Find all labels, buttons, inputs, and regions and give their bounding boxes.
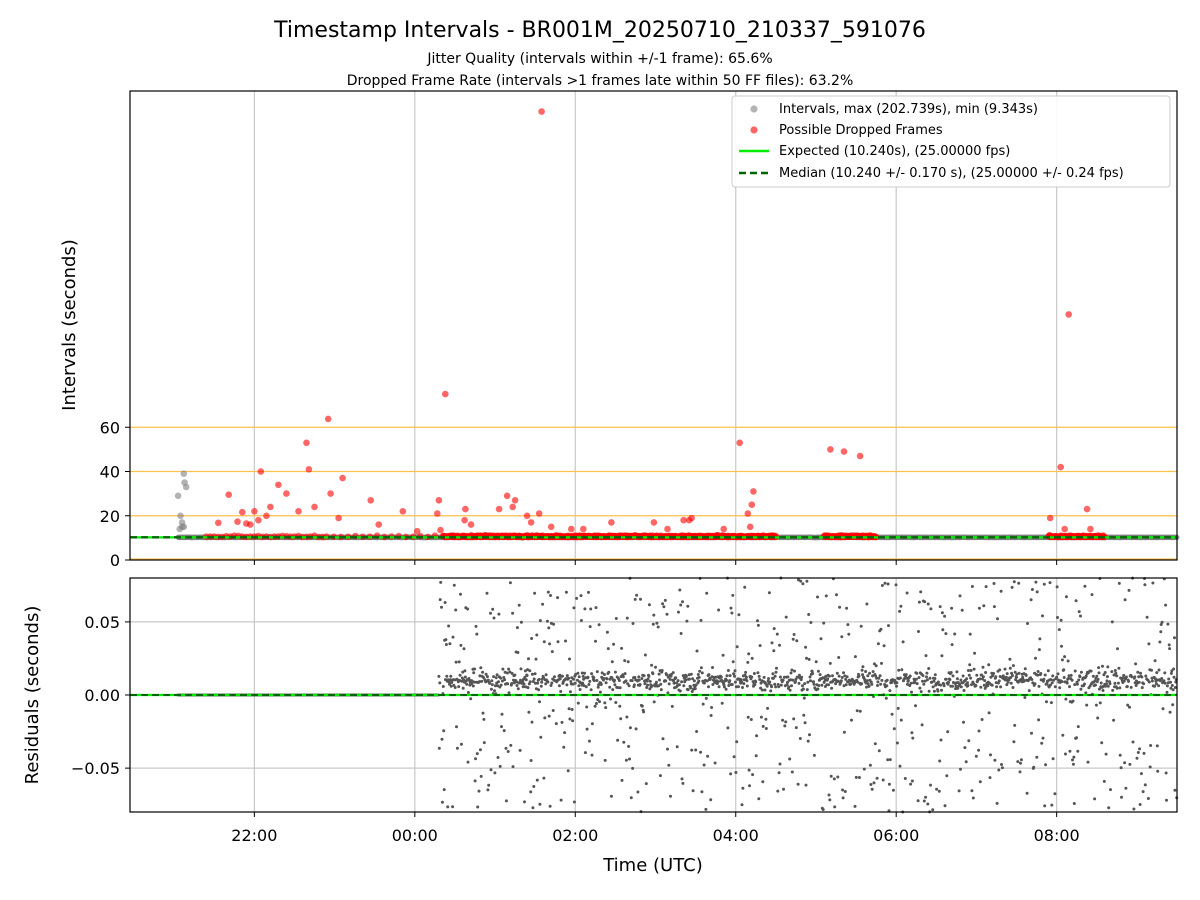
- subtitle-jitter: Jitter Quality (intervals within +/-1 fr…: [426, 51, 772, 67]
- intervals-grid: [130, 91, 1177, 560]
- interval-point: [182, 483, 190, 491]
- interval-point: [180, 470, 188, 478]
- interval-point: [180, 523, 188, 531]
- chart-title: Timestamp Intervals - BR001M_20250710_21…: [273, 18, 926, 43]
- subtitle-dropped: Dropped Frame Rate (intervals >1 frames …: [347, 73, 854, 89]
- interval-point: [177, 512, 184, 520]
- interval-point: [174, 492, 182, 500]
